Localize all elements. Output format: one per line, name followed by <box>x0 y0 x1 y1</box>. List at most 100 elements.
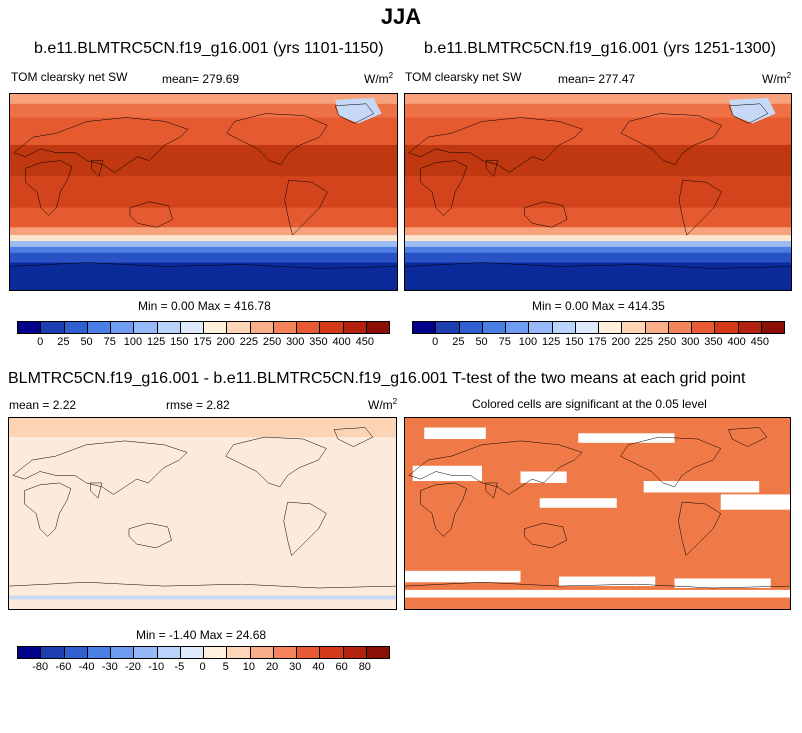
colorbar-swatch <box>738 322 762 333</box>
diff-title: BLMTRC5CN.f19_g16.001 - b.e11.BLMTRC5CN.… <box>8 370 448 387</box>
colorbar-swatch <box>715 322 739 333</box>
lat-band <box>405 262 791 290</box>
coastline <box>409 118 583 173</box>
lat-band <box>405 94 791 105</box>
colorbar-tick-label: -20 <box>124 661 141 673</box>
colorbar-swatch <box>111 322 135 333</box>
coastline <box>284 502 327 555</box>
colorbar-swatch <box>204 322 228 333</box>
ttest-map <box>404 417 791 610</box>
greenland-ice <box>729 97 776 124</box>
main-title: JJA <box>380 4 422 29</box>
colorbar-tick-label: 125 <box>541 336 561 348</box>
colorbar-swatch <box>250 322 274 333</box>
coastline <box>728 428 767 447</box>
not-significant-region <box>643 481 760 493</box>
lat-band <box>405 144 791 177</box>
colorbar-swatch <box>668 322 692 333</box>
colorbar-tick-label: 225 <box>634 336 654 348</box>
lat-band <box>10 262 397 290</box>
panel1-variable: TOM clearsky net SW <box>11 70 128 84</box>
colorbar-swatch <box>41 647 65 658</box>
coastline <box>524 523 566 548</box>
panel1-units: W/m2 <box>364 71 394 86</box>
panel2-map-canvas <box>405 94 791 290</box>
coastline <box>729 104 768 124</box>
colorbar-swatch <box>87 647 111 658</box>
colorbar-tick-label: 75 <box>103 336 116 348</box>
colorbar-swatch <box>111 647 135 658</box>
lat-band <box>10 144 397 177</box>
colorbar-swatch <box>506 322 530 333</box>
colorbar-tick-label: 25 <box>452 336 465 348</box>
colorbar-tick-label: 50 <box>475 336 488 348</box>
coastline <box>486 161 498 177</box>
colorbar-tick-label: -60 <box>55 661 72 673</box>
colorbar-swatch <box>64 647 88 658</box>
not-significant-region <box>720 494 790 510</box>
coastlines <box>10 104 397 269</box>
lat-band <box>10 94 397 105</box>
lat-band <box>405 252 791 264</box>
colorbar-swatch <box>250 647 274 658</box>
colorbar-tick-label: -80 <box>32 661 49 673</box>
coastlines <box>405 428 790 588</box>
lat-band <box>10 235 397 242</box>
colorbar-swatch <box>157 647 181 658</box>
coastline <box>226 437 327 487</box>
coastline <box>409 441 582 494</box>
colorbar-swatch <box>18 647 42 658</box>
colorbar-swatch <box>599 322 623 333</box>
colorbar-tick-label: 0 <box>199 661 206 673</box>
diff-minmax: Min = -1.40 Max = 24.68 <box>136 628 267 642</box>
colorbar-swatch <box>320 647 344 658</box>
colorbar-tick-label: -10 <box>148 661 165 673</box>
colorbar-swatch <box>41 322 65 333</box>
not-significant-region <box>405 570 521 583</box>
colorbar-tick-label: 150 <box>170 336 189 348</box>
not-significant-region <box>578 433 675 443</box>
coastline <box>130 202 173 227</box>
diff-rmse: rmse = 2.82 <box>166 398 230 412</box>
lat-band <box>10 241 397 248</box>
panel2-colorbar <box>412 321 785 334</box>
colorbar-swatch <box>297 322 321 333</box>
colorbar-tick-label: -40 <box>78 661 95 673</box>
lat-band <box>405 227 791 236</box>
panel1-colorbar <box>17 321 390 334</box>
lat-band <box>10 252 397 264</box>
greenland-ice <box>335 97 382 124</box>
colorbar-tick-label: -5 <box>174 661 185 673</box>
lat-band <box>10 227 397 236</box>
coastline <box>621 114 721 165</box>
lat-band <box>405 235 791 242</box>
panel2-variable: TOM clearsky net SW <box>405 70 522 84</box>
lat-band <box>10 176 397 209</box>
diff-antarctic-band <box>9 595 396 600</box>
colorbar-swatch <box>273 647 297 658</box>
colorbar-swatch <box>436 322 460 333</box>
coastline <box>334 428 373 447</box>
colorbar-tick-label: 300 <box>681 336 700 348</box>
colorbar-tick-label: 0 <box>432 336 439 348</box>
colorbar-tick-label: 175 <box>193 336 212 348</box>
lat-band <box>405 176 791 209</box>
not-significant-region <box>539 498 617 508</box>
colorbar-swatch <box>227 647 251 658</box>
colorbar-swatch <box>134 647 158 658</box>
colorbar-tick-label: 400 <box>727 336 746 348</box>
ttest-subtitle: Colored cells are significant at the 0.0… <box>472 397 707 411</box>
colorbar-swatch <box>180 647 204 658</box>
coastlines <box>405 104 791 269</box>
coastline <box>405 582 790 588</box>
colorbar-tick-label: 300 <box>286 336 305 348</box>
colorbar-tick-label: 75 <box>498 336 511 348</box>
colorbar-tick-label: 200 <box>216 336 235 348</box>
colorbar-tick-label: 10 <box>242 661 255 673</box>
coastline <box>335 104 374 124</box>
lat-band <box>10 207 397 228</box>
not-significant-region <box>520 471 567 483</box>
coastline <box>91 161 103 177</box>
not-significant-region <box>412 465 482 482</box>
colorbar-tick-label: 60 <box>335 661 348 673</box>
